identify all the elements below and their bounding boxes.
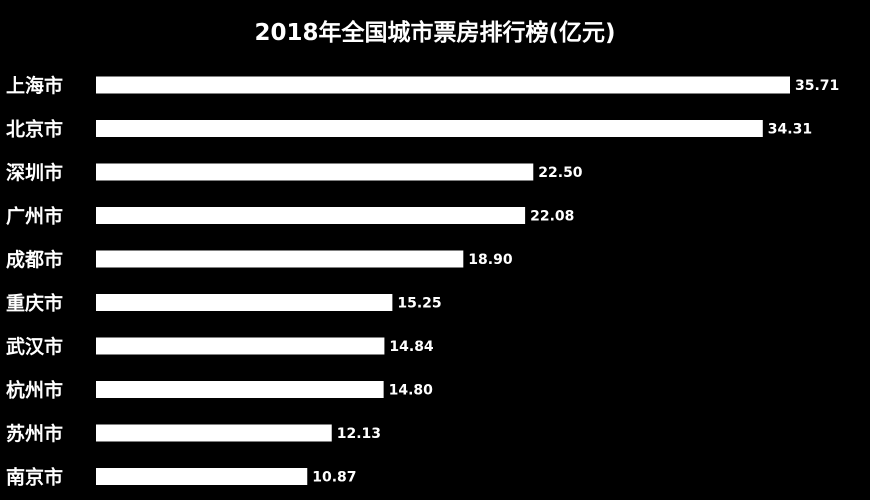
bar [96,294,393,311]
bar [96,76,790,94]
value-label: 18.90 [468,252,513,268]
bar [96,120,763,137]
value-label: 34.31 [768,122,812,138]
value-label: 14.84 [389,339,434,355]
value-label: 22.08 [530,209,574,225]
category-label: 苏州市 [6,422,63,445]
value-label: 15.25 [397,296,441,312]
category-label: 武汉市 [6,335,63,358]
value-label: 12.13 [337,426,381,442]
bar [96,163,534,181]
category-label: 广州市 [6,205,63,228]
bar [96,381,384,398]
category-label: 成都市 [6,248,63,271]
category-label: 南京市 [6,466,63,489]
category-label: 北京市 [6,118,63,141]
bar [96,424,332,442]
category-label: 杭州市 [6,379,63,402]
value-label: 14.80 [389,383,434,399]
value-label: 22.50 [538,165,583,181]
bars-layer: 上海市 35.71 北京市 34.31 深圳市 22.50 广州市 22.08 成都市 18.90… [6,74,839,489]
bar [96,250,464,268]
bar [96,337,385,355]
chart-title: 2018年全国城市票房排行榜(亿元) [254,19,615,46]
bar [96,468,308,485]
category-label: 深圳市 [6,161,63,184]
bar [96,207,526,224]
value-label: 35.71 [795,78,839,94]
value-label: 10.87 [312,470,356,486]
category-label: 重庆市 [6,292,63,315]
category-label: 上海市 [6,74,63,97]
